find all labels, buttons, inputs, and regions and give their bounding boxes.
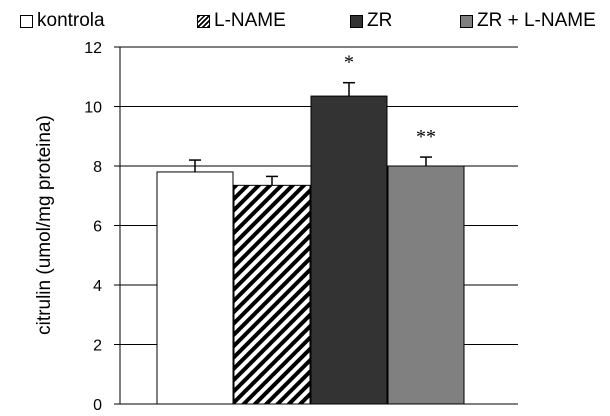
legend-label-zr-l-name: ZR + L-NAME	[477, 10, 596, 31]
bar-kontrola	[156, 171, 234, 405]
significance-marker-2: *	[344, 52, 354, 74]
y-tick-label-4: 4	[93, 278, 102, 295]
y-tick-label-0: 0	[93, 397, 102, 414]
bars: ***	[156, 52, 465, 405]
legend-item-kontrola: kontrola	[20, 10, 105, 32]
bar-zr-l-name	[387, 165, 465, 405]
legend-item-zr-l-name: ZR + L-NAME	[460, 10, 596, 32]
y-tick-label-12: 12	[84, 40, 102, 57]
legend-swatch-kontrola	[20, 14, 33, 28]
legend-item-zr: ZR	[350, 10, 392, 32]
y-tick-label-6: 6	[93, 219, 102, 236]
significance-marker-3: **	[416, 126, 436, 148]
legend-label-kontrola: kontrola	[37, 10, 105, 31]
legend-item-l-name: L-NAME	[197, 10, 286, 32]
y-tick-label-10: 10	[84, 100, 102, 117]
legend-label-zr: ZR	[367, 10, 393, 31]
y-tick-label-2: 2	[93, 338, 102, 355]
legend-label-l-name: L-NAME	[214, 10, 286, 31]
axes: 0 2 4 6 8 10 12	[84, 40, 518, 414]
legend-swatch-zr-l-name	[460, 14, 473, 28]
bar-zr	[310, 95, 388, 405]
y-axis-label: citrulin (umol/mg proteina)	[34, 115, 55, 335]
legend-swatch-zr	[350, 14, 363, 28]
chart-legend: kontrola L-NAME ZR ZR + L-NAME	[0, 10, 610, 34]
legend-swatch-l-name	[197, 14, 210, 28]
y-tick-label-8: 8	[93, 159, 102, 176]
bar-l-name	[233, 184, 311, 405]
